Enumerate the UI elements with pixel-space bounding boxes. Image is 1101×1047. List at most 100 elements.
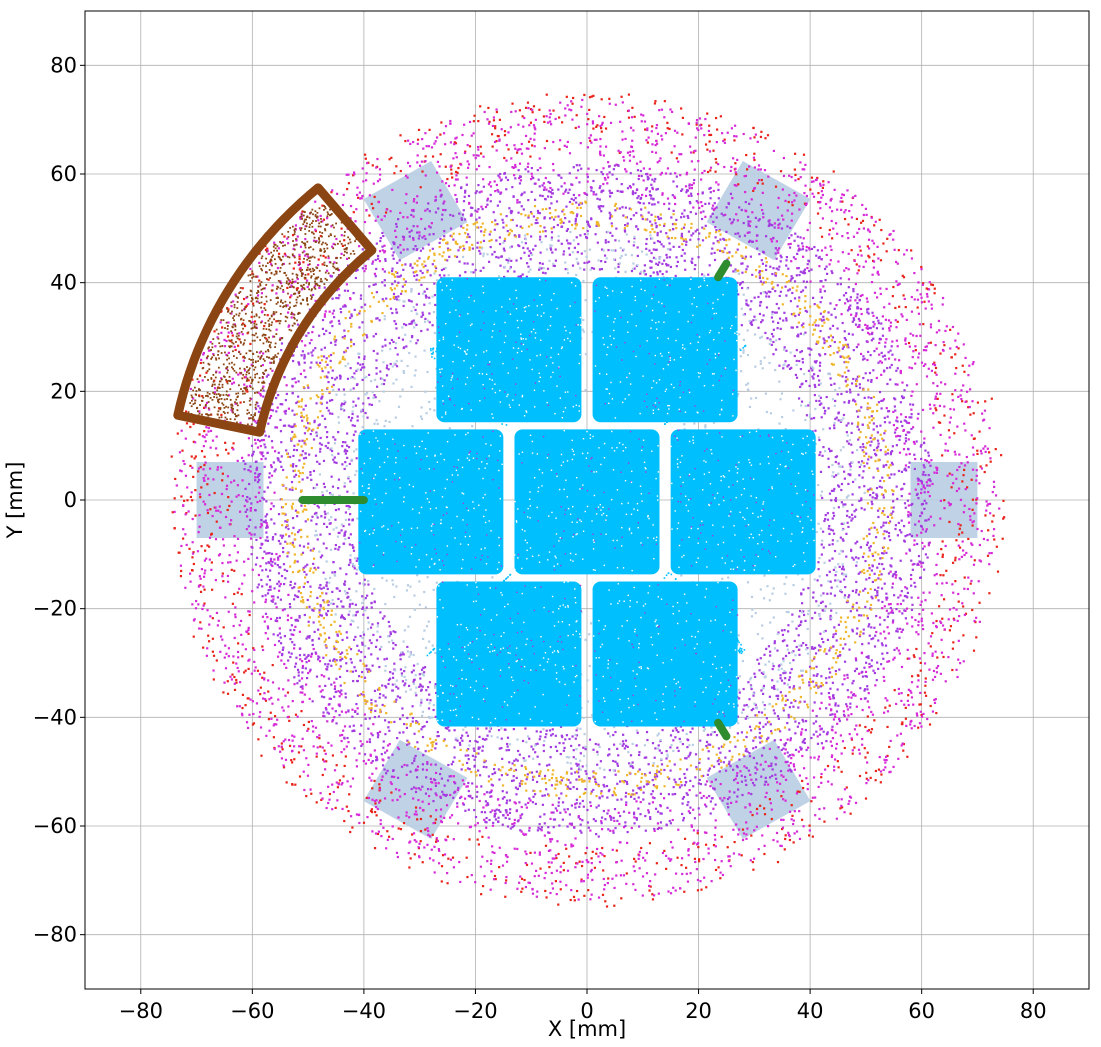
ring-point — [565, 145, 568, 148]
ring-point — [455, 156, 458, 159]
ring-point — [831, 237, 834, 240]
ring-point — [418, 164, 422, 167]
ring-point — [917, 633, 920, 636]
ring-point — [913, 562, 916, 566]
ring-point — [704, 783, 707, 786]
ring-point — [837, 260, 840, 263]
ring-point — [732, 157, 735, 160]
ring-point — [985, 500, 988, 503]
ring-point — [549, 817, 552, 820]
ring-point — [766, 783, 770, 786]
ring-point — [212, 478, 215, 481]
ring-point — [287, 325, 290, 328]
ring-point — [777, 307, 780, 310]
ring-point — [246, 508, 249, 511]
ring-point — [828, 532, 831, 536]
ring-point — [693, 150, 696, 153]
ring-point — [640, 120, 643, 123]
ring-point — [626, 745, 629, 749]
ring-point — [433, 871, 436, 874]
ring-point — [798, 615, 801, 618]
ring-point — [472, 132, 475, 135]
ring-point — [927, 300, 930, 303]
ring-point — [927, 451, 930, 454]
ring-point — [939, 574, 942, 577]
ring-point — [435, 794, 438, 797]
ring-point — [784, 778, 788, 782]
ring-point — [924, 680, 927, 684]
ring-point — [189, 464, 192, 468]
ring-point — [805, 194, 808, 198]
ring-point — [696, 878, 700, 882]
ring-point — [443, 816, 446, 819]
ring-point — [363, 220, 367, 224]
ring-point — [567, 247, 571, 250]
ring-point — [793, 832, 796, 835]
ring-point — [338, 713, 341, 717]
ring-point — [373, 799, 377, 803]
ring-point — [924, 345, 927, 348]
ring-point — [389, 781, 392, 784]
ring-point — [644, 128, 647, 131]
ring-point — [564, 811, 567, 814]
ring-point — [304, 683, 308, 686]
ring-point — [801, 248, 805, 251]
ring-point — [810, 417, 813, 420]
ring-point — [202, 646, 205, 649]
ring-point — [931, 654, 934, 657]
ring-point — [796, 325, 799, 329]
ring-point — [600, 820, 603, 823]
ring-point — [920, 531, 923, 534]
ring-point — [914, 488, 917, 491]
ring-point — [255, 702, 259, 705]
ring-point — [288, 279, 291, 283]
ring-point — [865, 782, 868, 785]
ring-point — [787, 716, 790, 719]
ring-point — [626, 151, 630, 154]
ring-point — [387, 368, 390, 371]
ring-point — [812, 596, 815, 599]
ring-point — [740, 780, 744, 783]
ring-point — [897, 469, 901, 473]
ring-point — [428, 857, 432, 860]
ring-point — [241, 494, 244, 498]
ring-point — [299, 245, 303, 248]
ring-point — [311, 639, 314, 642]
ring-point — [534, 244, 537, 247]
ring-point — [512, 728, 515, 731]
ring-point — [199, 584, 202, 587]
ring-point — [930, 612, 934, 615]
ring-point — [325, 760, 328, 763]
ring-point — [780, 844, 783, 848]
ring-point — [888, 327, 891, 330]
ring-point — [745, 153, 748, 157]
ring-point — [873, 719, 876, 722]
ring-point — [920, 562, 923, 565]
ring-point — [879, 449, 882, 452]
ring-point — [652, 256, 656, 259]
ring-point — [525, 806, 528, 809]
ring-point — [257, 689, 260, 692]
ring-point — [818, 453, 821, 457]
ring-point — [618, 814, 622, 818]
ring-point — [753, 296, 756, 299]
ring-point — [486, 197, 490, 200]
ring-point — [913, 467, 916, 471]
ring-point — [237, 344, 240, 347]
ring-point — [455, 136, 458, 139]
ring-point — [287, 324, 291, 327]
ring-point — [812, 776, 816, 779]
ring-point — [948, 472, 951, 475]
ring-point — [307, 273, 310, 276]
ring-point — [383, 658, 386, 661]
ring-point — [992, 528, 996, 531]
ring-point — [559, 880, 562, 883]
ring-point — [362, 613, 365, 616]
ring-point — [546, 121, 550, 124]
ring-point — [223, 681, 226, 684]
ring-point — [709, 191, 712, 194]
ring-point — [694, 136, 697, 139]
ring-point — [399, 134, 402, 137]
ring-point — [919, 334, 922, 337]
ring-point — [795, 194, 798, 197]
